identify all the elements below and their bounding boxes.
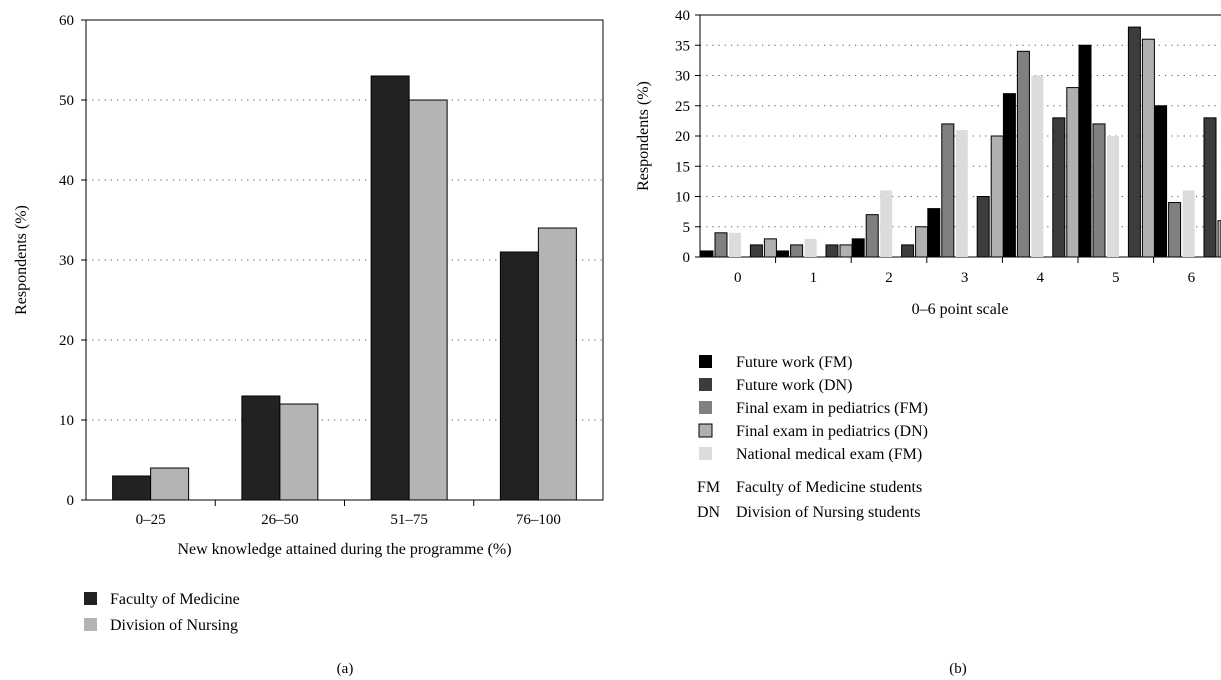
bar-b <box>790 244 804 258</box>
x-tick-label-a: 26–50 <box>261 512 299 528</box>
bar-b <box>915 226 929 258</box>
bar-a <box>112 475 152 501</box>
y-tick-label-b: 15 <box>675 159 690 175</box>
bar-b <box>1203 117 1217 258</box>
y-tick-label-b: 10 <box>675 190 690 206</box>
bar-a <box>370 75 410 501</box>
abbreviation-text-b: Faculty of Medicine students <box>736 479 922 496</box>
bar-b <box>1168 202 1182 258</box>
x-tick-label-b: 4 <box>1036 270 1044 286</box>
abbreviation-key-b: FM <box>697 479 720 496</box>
bar-b <box>1078 44 1092 258</box>
bar-b <box>1092 123 1106 258</box>
y-tick-label-b: 20 <box>675 129 690 145</box>
bar-b <box>865 214 879 258</box>
bar-b <box>839 244 853 258</box>
bar-b <box>1141 38 1155 258</box>
y-tick-label-b: 35 <box>675 38 690 54</box>
bar-b <box>941 123 955 258</box>
y-tick-label-b: 30 <box>675 69 690 85</box>
panel-label-b: (b) <box>949 661 967 677</box>
legend-label-b: Future work (DN) <box>736 377 852 394</box>
y-tick-label-a: 60 <box>59 13 74 29</box>
x-tick-label-b: 5 <box>1112 270 1120 286</box>
bar-b <box>990 135 1004 258</box>
legend-label-a: Faculty of Medicine <box>110 591 240 608</box>
legend-label-b: Final exam in pediatrics (DN) <box>736 423 928 440</box>
y-tick-label-a: 30 <box>59 253 74 269</box>
bar-b <box>1182 190 1195 257</box>
y-axis-title-a: Respondents (%) <box>13 205 30 315</box>
legend-swatch-a <box>84 618 97 631</box>
legend-swatch-b <box>699 355 712 368</box>
legend-swatch-b <box>699 447 712 460</box>
x-tick-label-b: 6 <box>1188 270 1196 286</box>
bar-b <box>729 232 741 257</box>
y-tick-label-a: 10 <box>59 413 74 429</box>
bar-b <box>714 232 728 258</box>
bar-b <box>776 250 790 258</box>
legend-swatch-a <box>84 592 97 605</box>
bar-b <box>825 244 839 258</box>
bar-b <box>804 238 817 257</box>
bar-b <box>901 244 915 258</box>
bar-b <box>700 250 714 258</box>
bar-b <box>1107 136 1119 257</box>
y-tick-label-b: 5 <box>683 220 691 236</box>
bar-b <box>927 208 941 258</box>
bar-b <box>763 238 777 258</box>
bar-b <box>976 196 990 258</box>
legend-label-b: Final exam in pediatrics (FM) <box>736 400 928 417</box>
bar-b <box>1052 117 1066 258</box>
chart-a: 0 10 20 30 40 50 60 0–25 26–50 51–75 76–100 New kno… <box>13 13 604 677</box>
y-axis-title-b: Respondents (%) <box>635 81 652 191</box>
x-tick-label-b: 0 <box>734 270 742 286</box>
bar-b <box>1217 220 1221 258</box>
x-tick-label-b: 2 <box>885 270 893 286</box>
bar-b <box>955 129 968 257</box>
x-axis-title-b: 0–6 point scale <box>912 301 1009 318</box>
legend-label-a: Division of Nursing <box>110 617 238 634</box>
y-tick-label-a: 50 <box>59 93 74 109</box>
x-tick-label-b: 3 <box>961 270 969 286</box>
x-tick-label-a: 51–75 <box>390 512 428 528</box>
abbreviation-text-b: Division of Nursing students <box>736 504 920 521</box>
legend-label-b: National medical exam (FM) <box>736 446 922 463</box>
bar-b <box>1016 50 1030 258</box>
bar-a <box>241 395 281 501</box>
bar-b <box>851 238 865 258</box>
x-tick-label-b: 1 <box>810 270 818 286</box>
bar-b <box>1127 26 1141 258</box>
bar-a <box>150 467 190 501</box>
panel-label-a: (a) <box>337 661 354 677</box>
y-tick-label-b: 25 <box>675 99 690 115</box>
bar-a <box>279 403 319 501</box>
bar-b <box>1154 105 1168 258</box>
abbreviation-key-b: DN <box>697 504 721 521</box>
legend-label-b: Future work (FM) <box>736 354 852 371</box>
bar-b <box>880 190 893 257</box>
y-tick-label-a: 40 <box>59 173 74 189</box>
x-tick-label-a: 76–100 <box>516 512 561 528</box>
legend-swatch-b <box>699 401 712 414</box>
y-tick-label-a: 0 <box>67 493 75 509</box>
y-tick-label-b: 0 <box>683 250 691 266</box>
bar-b <box>1066 87 1080 258</box>
y-tick-label-b: 40 <box>675 8 690 24</box>
chart-b: 0 5 10 15 20 25 30 35 40 0 1 2 3 4 5 6 0–6 point scale Re… <box>635 8 1221 677</box>
x-axis-title-a: New knowledge attained during the progra… <box>177 541 511 558</box>
bar-b <box>749 244 763 258</box>
bar-a <box>499 251 539 501</box>
bar-b <box>1031 75 1044 257</box>
y-tick-label-a: 20 <box>59 333 74 349</box>
legend-swatch-b <box>699 378 712 391</box>
bar-a <box>537 227 577 501</box>
bar-a <box>408 99 448 501</box>
legend-swatch-b <box>698 423 713 438</box>
bar-b <box>1002 93 1016 258</box>
x-tick-label-a: 0–25 <box>136 512 166 528</box>
